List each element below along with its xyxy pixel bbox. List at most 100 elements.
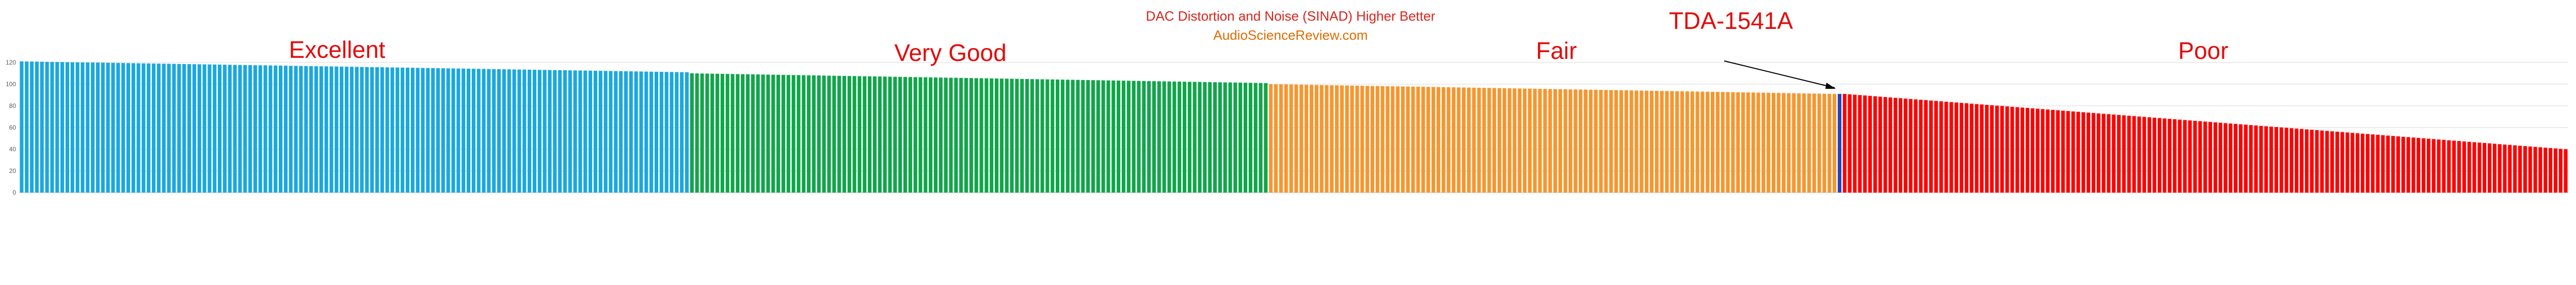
bar-excellent [654, 71, 659, 193]
bar-excellent [603, 71, 608, 193]
bar-very-good [1126, 81, 1131, 193]
bar-poor [2259, 125, 2263, 193]
bar-excellent [355, 67, 359, 193]
bar-fair [1629, 90, 1633, 193]
bar-very-good [888, 76, 892, 193]
bar-excellent [65, 62, 69, 193]
bar-poor [2041, 109, 2045, 193]
bar-poor [2096, 113, 2101, 193]
bar-poor [2289, 128, 2294, 193]
bar-very-good [1020, 78, 1024, 193]
bar-fair [1461, 87, 1466, 193]
bar-very-good [1096, 80, 1100, 193]
bar-poor [2213, 122, 2217, 193]
bar-fair [1761, 92, 1766, 193]
bar-excellent [238, 65, 242, 193]
bar-fair [1588, 89, 1593, 193]
bar-poor [2157, 118, 2161, 193]
bar-fair [1543, 89, 1547, 193]
bar-fair [1269, 84, 1273, 193]
bar-excellent [91, 62, 95, 193]
bar-fair [1690, 91, 1694, 193]
bar-poor [2320, 130, 2324, 193]
bar-poor [1969, 103, 1974, 193]
bar-very-good [812, 75, 816, 193]
bar-poor [2356, 133, 2360, 193]
bar-fair [1548, 89, 1552, 193]
bar-poor [2162, 118, 2167, 193]
bar-poor [2437, 139, 2441, 193]
bar-poor [2132, 116, 2136, 193]
bar-excellent [314, 66, 318, 193]
bar-excellent [528, 69, 532, 193]
bar-poor [1919, 100, 1923, 193]
bar-poor [2168, 119, 2172, 193]
bar-very-good [751, 74, 755, 193]
bar-poor [2061, 110, 2065, 193]
bar-poor [2071, 111, 2075, 193]
bar-poor [2122, 115, 2126, 193]
bar-very-good [1182, 82, 1187, 193]
bar-fair [1330, 85, 1334, 193]
bar-excellent [136, 63, 140, 193]
bar-excellent [507, 69, 511, 193]
bar-excellent [228, 65, 232, 193]
bar-very-good [1025, 79, 1029, 193]
bar-very-good [929, 77, 933, 193]
bar-poor [2558, 149, 2563, 193]
bar-poor [2386, 135, 2390, 193]
bar-poor [2396, 136, 2400, 193]
bar-excellent [456, 68, 460, 193]
bar-very-good [908, 77, 912, 193]
bar-excellent [375, 67, 379, 193]
bar-poor [2533, 147, 2537, 193]
bar-poor [2376, 135, 2380, 193]
y-tick-label: 60 [9, 124, 17, 131]
bar-very-good [1208, 82, 1212, 193]
bar-poor [2238, 124, 2243, 193]
bar-poor [2249, 125, 2253, 193]
bar-very-good [802, 75, 806, 193]
bar-poor [1863, 95, 1867, 193]
bar-fair [1401, 86, 1405, 193]
bar-poor [2447, 140, 2451, 193]
bar-excellent [294, 66, 298, 193]
bar-excellent [167, 64, 171, 193]
bar-excellent [182, 64, 186, 193]
bar-poor [1868, 96, 1872, 193]
bar-poor [2538, 147, 2542, 193]
bar-excellent [680, 72, 684, 193]
bar-poor [1898, 98, 1903, 193]
bar-excellent [274, 65, 278, 193]
bar-very-good [817, 75, 821, 193]
bar-very-good [1076, 80, 1080, 193]
bar-poor [2442, 139, 2446, 193]
bar-very-good [893, 76, 897, 193]
bar-very-good [933, 77, 938, 193]
bar-fair [1416, 86, 1420, 193]
bar-excellent [624, 71, 628, 193]
bar-poor [1939, 101, 1943, 193]
bar-very-good [847, 76, 851, 193]
bar-poor [2340, 132, 2344, 193]
bar-fair [1335, 85, 1339, 193]
bar-excellent [101, 62, 105, 193]
bar-poor [2254, 125, 2258, 193]
bar-fair [1675, 91, 1679, 193]
bar-very-good [781, 75, 785, 193]
bar-excellent [329, 66, 333, 193]
bar-fair [1746, 92, 1750, 193]
bar-excellent [487, 69, 491, 193]
bar-fair [1513, 88, 1517, 193]
bar-fair [1817, 93, 1821, 193]
bar-fair [1274, 84, 1278, 193]
bar-poor [2310, 130, 2314, 193]
bar-excellent [395, 67, 400, 193]
bar-excellent [147, 63, 151, 193]
bar-fair [1568, 89, 1572, 193]
bar-poor [2112, 114, 2116, 193]
bar-poor [2229, 123, 2233, 193]
bar-excellent [380, 67, 384, 193]
bar-very-good [1066, 80, 1070, 193]
